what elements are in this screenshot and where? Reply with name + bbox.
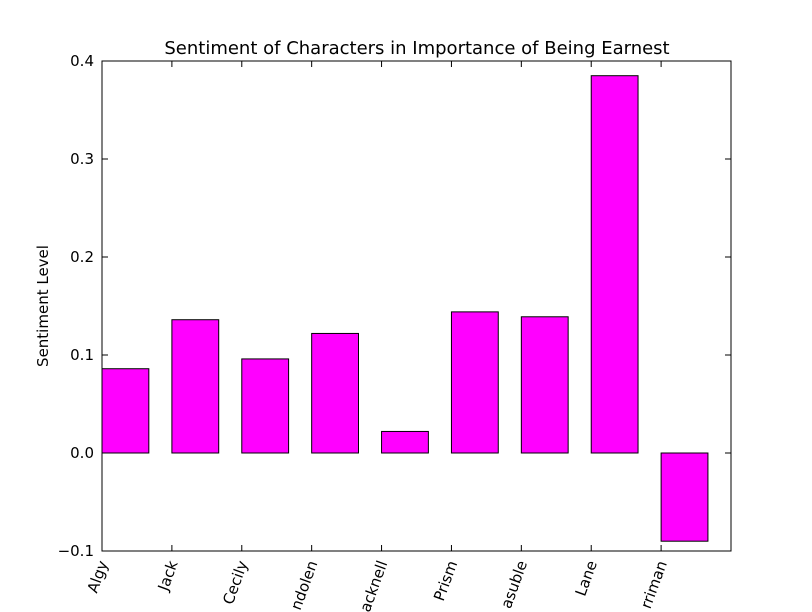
y-tick-label: 0.2 <box>70 248 94 266</box>
plot-frame <box>101 60 732 552</box>
bar <box>381 430 429 454</box>
y-tick-label: 0.3 <box>70 150 94 168</box>
bar <box>171 319 220 454</box>
y-tick-label: 0.0 <box>70 444 94 462</box>
y-tick-label: 0.1 <box>70 346 94 364</box>
bar <box>241 358 290 454</box>
bar <box>101 368 150 454</box>
y-axis-label: Sentiment Level <box>34 245 52 367</box>
bar <box>660 452 709 542</box>
y-tick-label: 0.4 <box>70 52 94 70</box>
chart-title: Sentiment of Characters in Importance of… <box>164 38 669 59</box>
bar <box>450 311 499 454</box>
y-tick-label: −0.1 <box>58 542 94 560</box>
bar <box>520 316 569 454</box>
bar <box>311 332 359 454</box>
bar <box>590 75 639 454</box>
